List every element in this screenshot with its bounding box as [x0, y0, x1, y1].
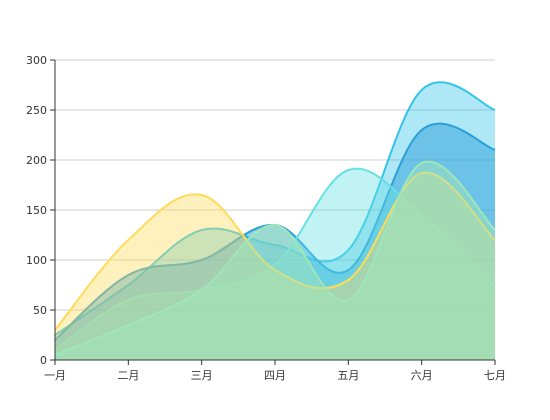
x-tick-label: 四月: [264, 369, 286, 382]
y-tick-label: 150: [26, 204, 47, 217]
y-tick-label: 200: [26, 154, 47, 167]
x-tick-label: 五月: [337, 369, 359, 382]
x-tick-label: 三月: [191, 369, 213, 382]
y-tick-label: 100: [26, 254, 47, 267]
y-tick-label: 300: [26, 54, 47, 67]
series-group: [54, 81, 496, 361]
y-tick-label: 0: [40, 354, 47, 367]
y-tick-label: 50: [33, 304, 47, 317]
x-tick-label: 七月: [484, 369, 506, 382]
axes: 0 50 100 150 200 250 300 一月 二月 三月 四月 五月 六月 七月: [26, 54, 506, 382]
x-tick-label: 六月: [411, 369, 433, 382]
x-tick-label: 二月: [117, 369, 139, 382]
y-tick-label: 250: [26, 104, 47, 117]
x-tick-label: 一月: [44, 369, 66, 382]
series-5-line: [54, 160, 496, 356]
